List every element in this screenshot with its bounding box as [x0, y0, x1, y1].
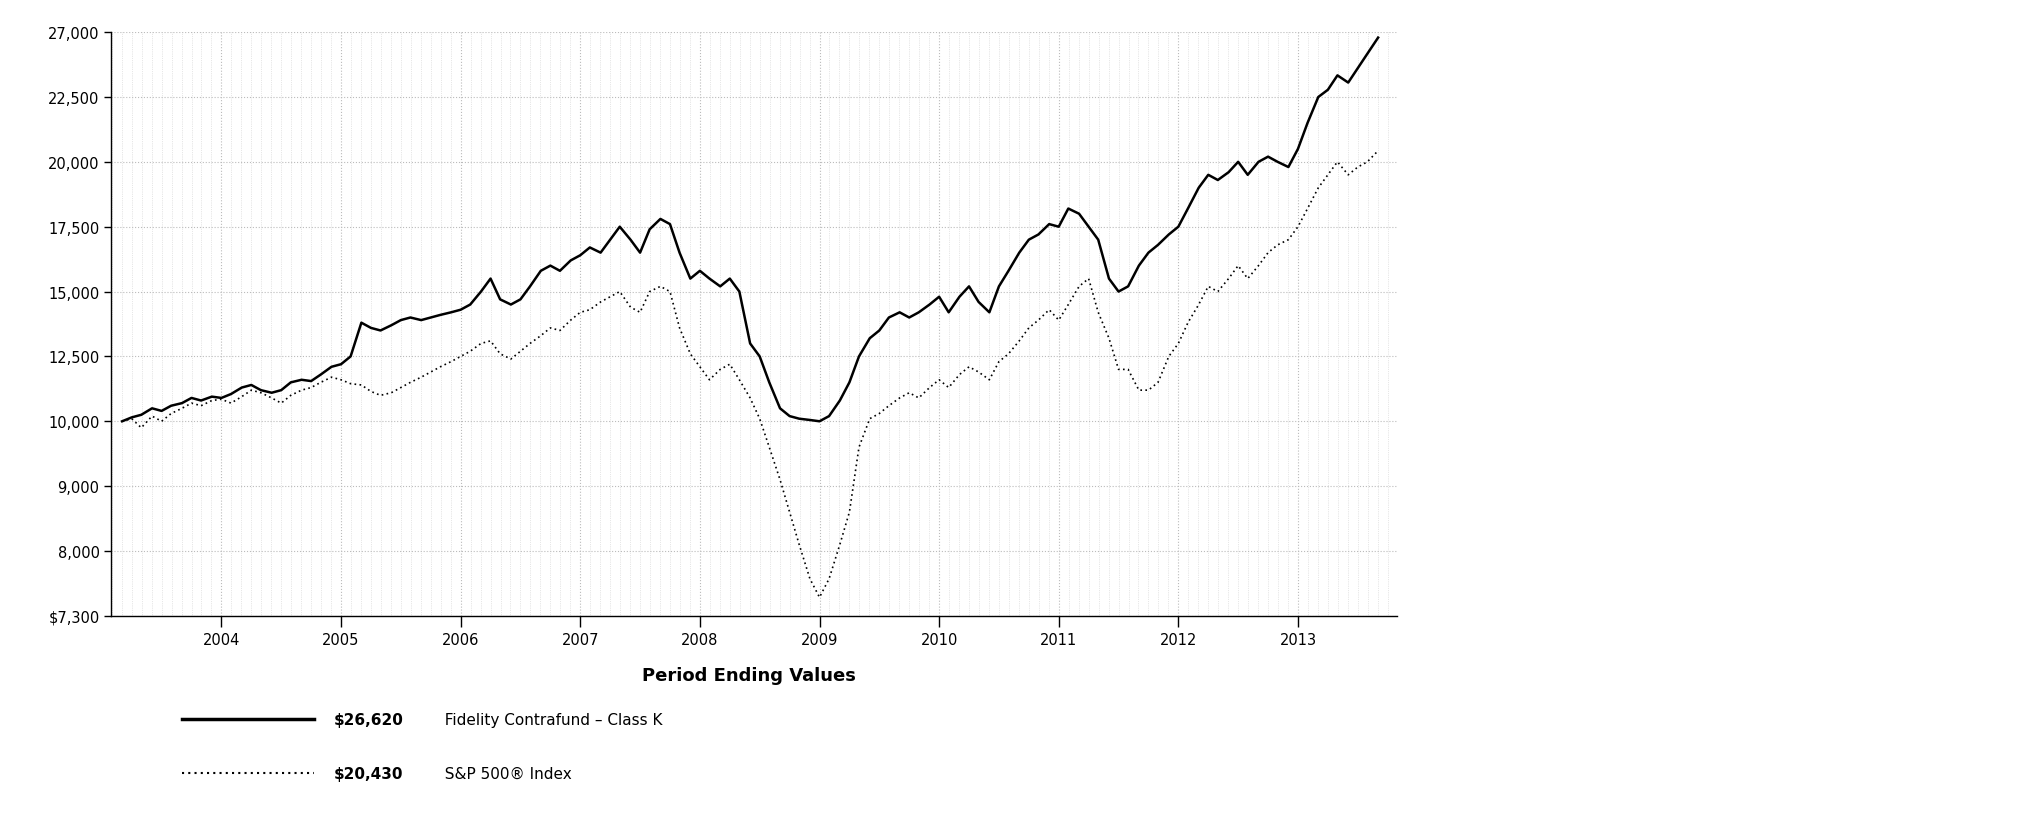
Text: $26,620: $26,620: [334, 712, 405, 727]
Text: Period Ending Values: Period Ending Values: [642, 666, 857, 684]
Text: Fidelity Contrafund – Class K: Fidelity Contrafund – Class K: [435, 712, 662, 727]
Text: $20,430: $20,430: [334, 766, 403, 781]
Text: S&P 500® Index: S&P 500® Index: [435, 766, 573, 781]
